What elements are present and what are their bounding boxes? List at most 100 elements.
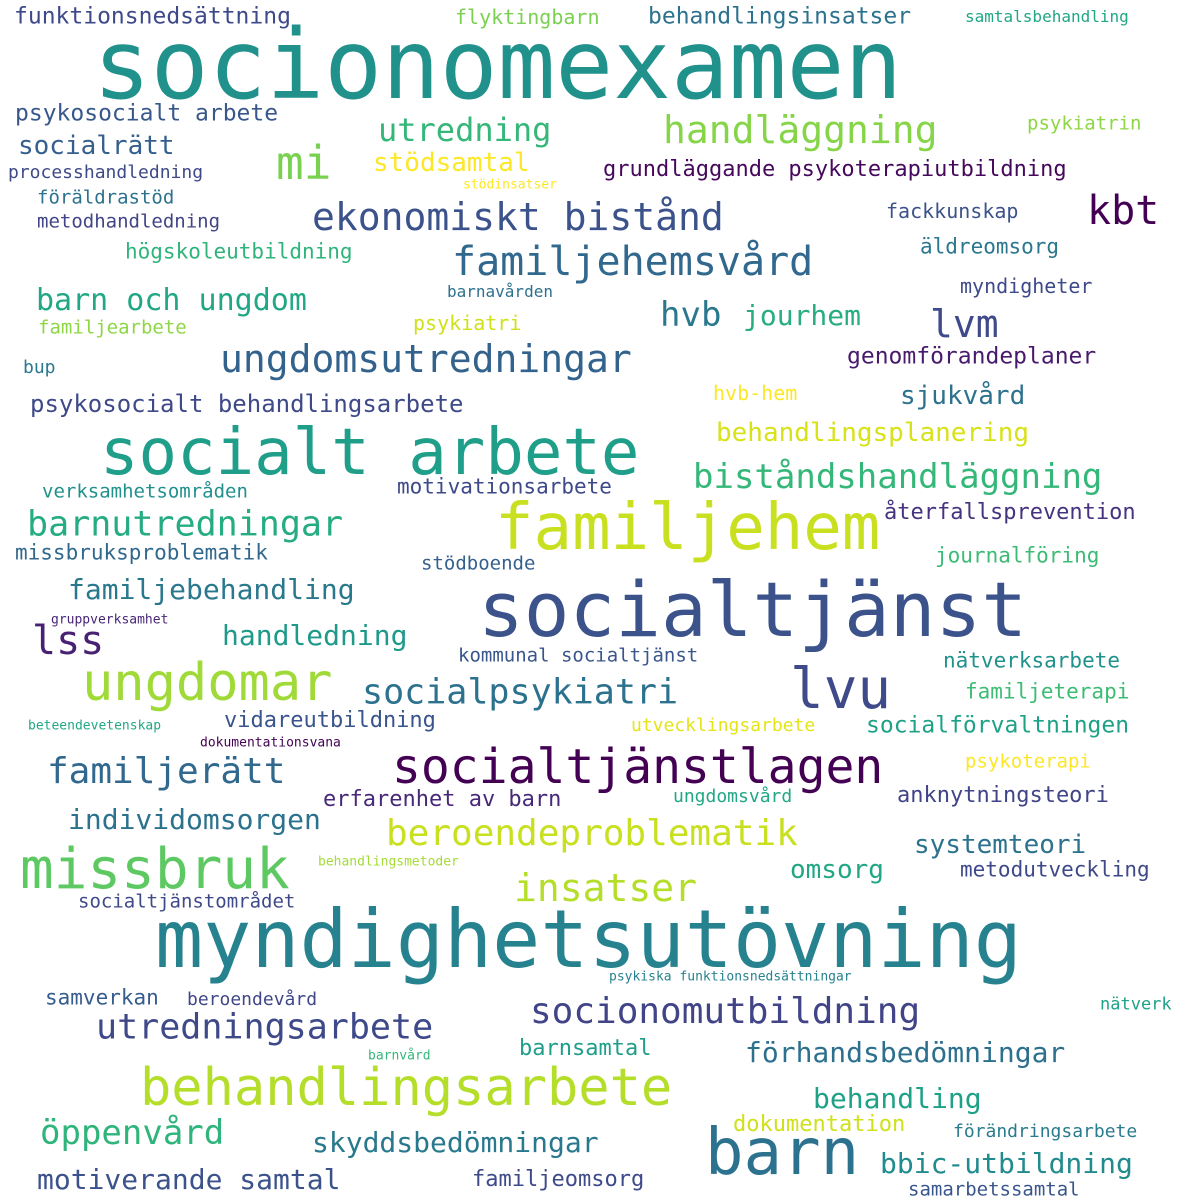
word: beroendevård: [187, 989, 318, 1010]
word: psykiatrin: [1027, 112, 1142, 135]
word: socialrätt: [18, 131, 175, 161]
word: ungdomar: [82, 653, 333, 713]
word: lss: [32, 618, 105, 664]
word: myndighetsutövning: [155, 893, 1022, 986]
word: familjeomsorg: [472, 1167, 645, 1192]
word: familjerätt: [47, 751, 286, 792]
word: behandling: [813, 1082, 982, 1115]
word: barn: [705, 1116, 860, 1190]
word: barnutredningar: [27, 504, 344, 545]
word: beroendeproblematik: [386, 813, 798, 854]
word: bbic-utbildning: [880, 1147, 1133, 1180]
word: socionomutbildning: [530, 991, 921, 1032]
word: lvu: [790, 657, 892, 722]
word: handläggning: [663, 108, 938, 152]
word: högskoleutbildning: [125, 239, 353, 264]
word: samverkan: [45, 985, 159, 1010]
word: missbruk: [20, 837, 290, 902]
word: samtalsbehandling: [965, 7, 1129, 26]
word: motiverande samtal: [37, 1163, 341, 1196]
word: utvecklingsarbete: [631, 715, 816, 736]
word: utredningsarbete: [96, 1007, 434, 1048]
word: beteendevetenskap: [28, 718, 162, 734]
word: öppenvård: [40, 1113, 225, 1153]
word: lvm: [930, 302, 999, 346]
word: sjukvård: [900, 381, 1026, 411]
word: verksamhetsområden: [42, 480, 248, 503]
word: fackkunskap: [886, 199, 1019, 223]
word: utredning: [378, 111, 552, 149]
word: funktionsnedsättning: [14, 3, 291, 30]
word: föräldrastöd: [37, 186, 175, 209]
word: biståndshandläggning: [693, 457, 1103, 497]
word: grundläggande psykoterapiutbildning: [603, 157, 1067, 182]
word: stödboende: [421, 552, 536, 575]
word: gruppverksamhet: [51, 612, 169, 628]
word: omsorg: [790, 855, 884, 885]
word: vidareutbildning: [224, 708, 436, 733]
word: familjebehandling: [68, 573, 355, 606]
word: behandlingsinsatser: [648, 3, 912, 30]
word: förändringsarbete: [953, 1121, 1138, 1142]
word: handledning: [222, 619, 408, 652]
word: familjearbete: [38, 316, 187, 339]
word: skyddsbedömningar: [312, 1126, 599, 1159]
word: återfallsprevention: [884, 500, 1136, 525]
word: barnvård: [368, 1048, 431, 1064]
word: familjehem: [495, 491, 881, 565]
word: socialtjänstområdet: [78, 890, 296, 913]
word: psykosocialt arbete: [15, 100, 279, 127]
word: behandlingsplanering: [716, 418, 1030, 448]
word: stödinsatser: [463, 177, 557, 193]
word: dokumentationsvana: [200, 735, 341, 751]
word: socionomexamen: [93, 9, 903, 121]
word: socialtjänstlagen: [392, 739, 884, 795]
word: hvb-hem: [713, 381, 798, 405]
word: barn och ungdom: [36, 283, 307, 318]
word: behandlingsarbete: [140, 1058, 673, 1118]
word: nätverk: [1100, 994, 1172, 1015]
word: barnavården: [447, 282, 553, 301]
word: ekonomiskt bistånd: [312, 195, 724, 239]
word: socialt arbete: [100, 416, 640, 490]
word: anknytningsteori: [897, 783, 1109, 808]
word: insatser: [514, 866, 698, 910]
word: jourhem: [743, 299, 862, 332]
word: familjeterapi: [965, 679, 1130, 704]
word: erfarenhet av barn: [323, 787, 562, 812]
word: äldreomsorg: [920, 234, 1060, 259]
word: psykiatri: [413, 311, 522, 335]
word: socialförvaltningen: [866, 712, 1130, 739]
word: dokumentation: [733, 1112, 906, 1137]
word: motivationsarbete: [397, 474, 612, 499]
word: ungdomsvård: [673, 786, 793, 807]
word: behandlingsmetoder: [318, 854, 459, 870]
word: nätverksarbete: [943, 648, 1121, 673]
word: socialtjänst: [478, 565, 1028, 654]
word: kommunal socialtjänst: [458, 644, 699, 667]
word: barnsamtal: [519, 1036, 652, 1061]
word: socialpsykiatri: [362, 672, 679, 713]
word: ungdomsutredningar: [220, 337, 632, 381]
word: psykosocialt behandlingsarbete: [30, 390, 464, 418]
word: hvb: [660, 295, 722, 335]
word: metodhandledning: [37, 210, 221, 233]
word: myndigheter: [960, 274, 1093, 298]
word: stödsamtal: [373, 148, 530, 178]
word: missbruksproblematik: [15, 540, 268, 565]
word: kbt: [1087, 188, 1160, 234]
word: systemteori: [914, 830, 1087, 860]
word: genomförandeplaner: [847, 343, 1097, 370]
word: psykoterapi: [965, 750, 1091, 773]
word: familjehemsvård: [452, 239, 814, 285]
word: processhandledning: [8, 162, 204, 183]
word: bup: [23, 357, 56, 378]
word: journalföring: [935, 543, 1100, 568]
word: förhandsbedömningar: [745, 1036, 1066, 1069]
word: mi: [276, 136, 332, 190]
word: individomsorgen: [68, 803, 321, 836]
word: flyktingbarn: [455, 5, 600, 29]
word: samarbetssamtal: [908, 1178, 1080, 1200]
word: psykiska funktionsnedsättningar: [609, 969, 852, 985]
